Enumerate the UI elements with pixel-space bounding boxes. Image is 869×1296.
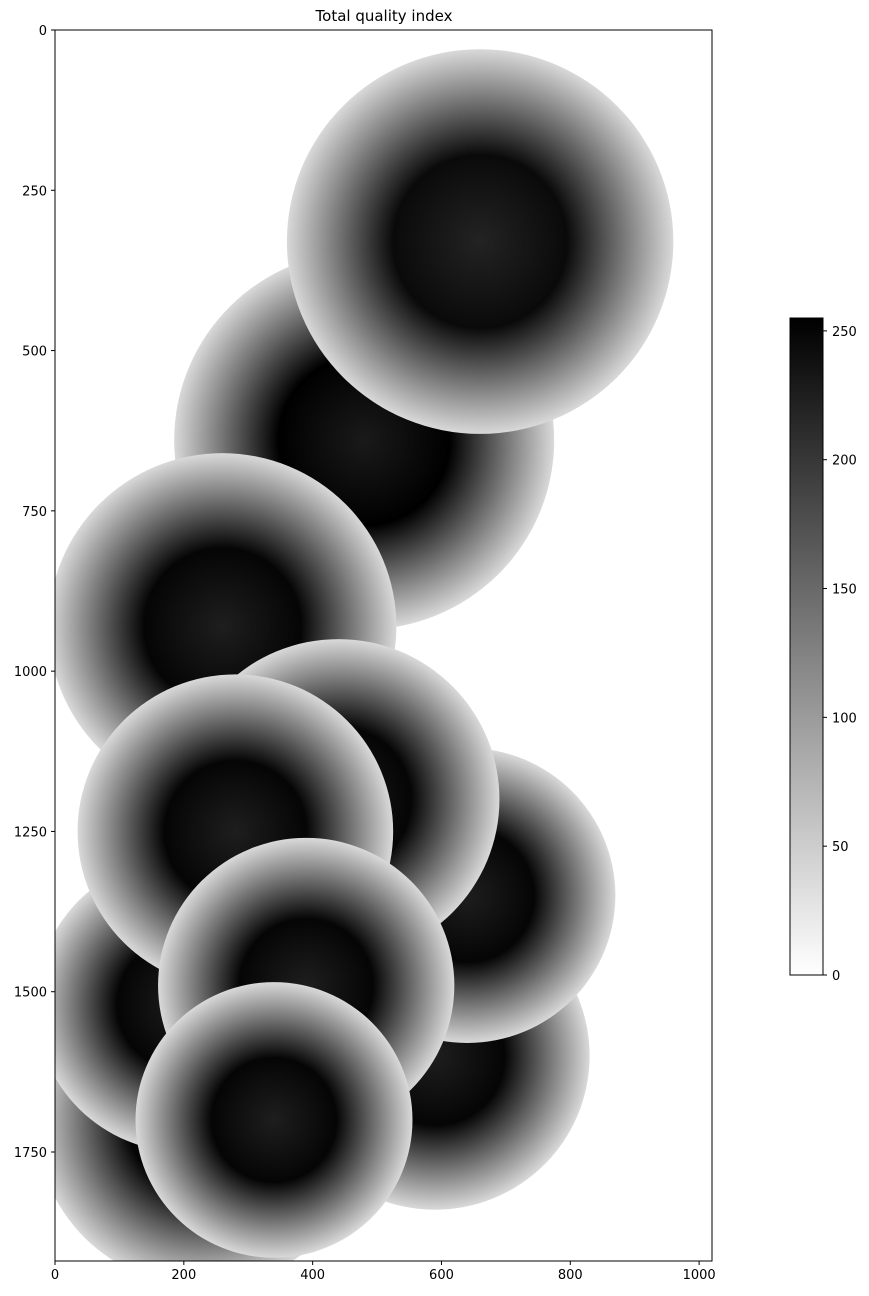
x-tick-label: 800 xyxy=(558,1268,583,1283)
colorbar-tick-label: 100 xyxy=(832,711,857,726)
y-tick-label: 1500 xyxy=(14,986,47,1001)
y-tick-label: 1000 xyxy=(14,665,47,680)
colorbar-tick-label: 50 xyxy=(832,840,849,855)
plot-area xyxy=(36,49,674,1286)
x-tick-label: 600 xyxy=(429,1268,454,1283)
chart-title: Total quality index xyxy=(315,7,453,25)
y-tick-label: 1250 xyxy=(14,825,47,840)
y-tick-label: 250 xyxy=(22,184,47,199)
radar-coverage-2 xyxy=(287,49,673,434)
x-tick-label: 200 xyxy=(171,1268,196,1283)
x-tick-label: 400 xyxy=(300,1268,325,1283)
y-tick-label: 500 xyxy=(22,345,47,360)
colorbar-tick-label: 200 xyxy=(832,454,857,469)
colorbar-tick-label: 150 xyxy=(832,583,857,598)
y-tick-label: 1750 xyxy=(14,1146,47,1161)
y-tick-label: 0 xyxy=(39,24,47,39)
colorbar-gradient xyxy=(790,318,823,975)
x-tick-label: 0 xyxy=(51,1268,59,1283)
y-tick-label: 750 xyxy=(22,505,47,520)
colorbar-tick-label: 0 xyxy=(832,969,840,984)
colorbar: 0 50 100 150 200 250 xyxy=(790,318,857,984)
x-tick-label: 1000 xyxy=(683,1268,716,1283)
colorbar-tick-label: 250 xyxy=(832,325,857,340)
radar-coverage-11 xyxy=(136,982,413,1258)
